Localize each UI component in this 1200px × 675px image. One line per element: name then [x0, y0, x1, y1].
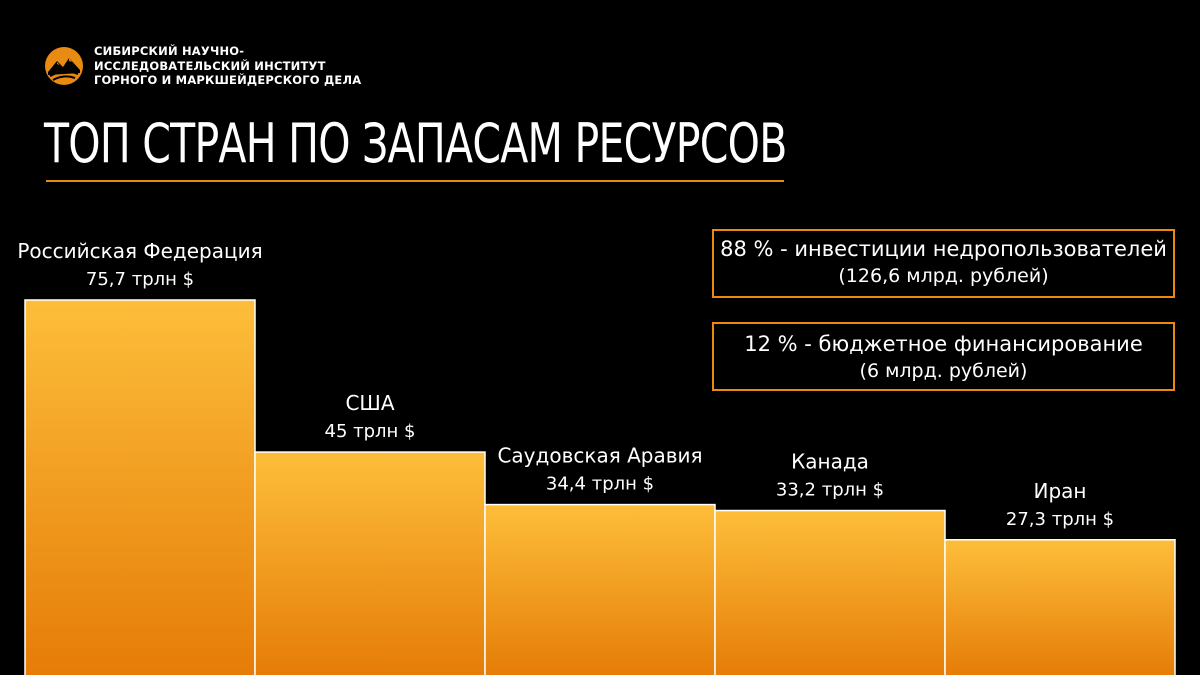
bar-value-label-3: 33,2 трлн $	[776, 480, 884, 501]
info-box-investments: 88 % - инвестиции недропользователей (12…	[712, 229, 1175, 298]
bar-value-label-0: 75,7 трлн $	[86, 269, 194, 290]
bar-value-label-2: 34,4 трлн $	[546, 474, 654, 495]
bar-4	[944, 539, 1176, 675]
info-box-budget-percent: 12 % - бюджетное финансирование	[744, 332, 1143, 356]
bar-category-label-0: Российская Федерация	[17, 239, 262, 263]
organization-name: СИБИРСКИЙ НАУЧНО- ИССЛЕДОВАТЕЛЬСКИЙ ИНСТ…	[94, 44, 362, 87]
info-box-investments-amount: (126,6 млрд. рублей)	[838, 265, 1049, 287]
bar-category-label-2: Саудовская Аравия	[497, 444, 702, 468]
mountain-logo-icon	[45, 47, 83, 85]
info-box-budget: 12 % - бюджетное финансирование (6 млрд.…	[712, 322, 1175, 391]
bar-category-label-3: Канада	[791, 450, 869, 474]
bar-category-label-4: Иран	[1034, 479, 1087, 503]
title-underline	[46, 180, 784, 182]
bar-1	[254, 451, 486, 675]
info-box-investments-percent: 88 % - инвестиции недропользователей	[720, 237, 1167, 261]
bar-value-label-1: 45 трлн $	[325, 421, 416, 442]
bar-2	[484, 503, 716, 675]
bar-3	[714, 509, 946, 675]
bar-category-label-1: США	[345, 391, 394, 415]
bar-value-label-4: 27,3 трлн $	[1006, 509, 1114, 530]
page-title: ТОП СТРАН ПО ЗАПАСАМ РЕСУРСОВ	[44, 112, 787, 175]
info-box-budget-amount: (6 млрд. рублей)	[859, 360, 1028, 382]
bar-0	[24, 299, 256, 675]
